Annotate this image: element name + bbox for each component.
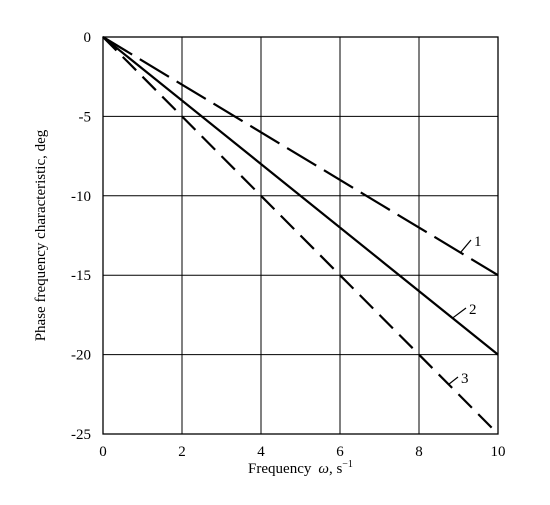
series-line-3	[102, 36, 499, 435]
series-labels: 1 2 3	[448, 234, 482, 387]
plot-frame	[102, 36, 499, 435]
y-tick-label: -10	[71, 189, 91, 205]
y-tick-labels: 0 -5 -10 -15 -20 -25	[71, 30, 91, 443]
x-tick-label: 10	[491, 444, 506, 460]
y-tick-label: -15	[71, 268, 91, 284]
x-tick-label: 2	[178, 444, 186, 460]
x-axis-title: Frequency ω, s−1	[248, 459, 353, 477]
series-label-3: 3	[461, 371, 469, 387]
series-lines	[102, 36, 499, 435]
y-tick-label: -5	[79, 109, 92, 125]
series-line-2	[102, 36, 499, 356]
series-line-1	[102, 36, 499, 277]
series-label-leader	[448, 376, 459, 385]
x-tick-label: 6	[336, 444, 344, 460]
x-tick-label: 8	[415, 444, 423, 460]
y-tick-label: 0	[84, 30, 92, 46]
y-tick-label: -25	[71, 427, 91, 443]
series-label-2: 2	[469, 302, 477, 318]
y-axis-title: Phase frequency characteristic, deg	[33, 129, 49, 341]
y-tick-label: -20	[71, 348, 91, 364]
x-tick-labels: 0 2 4 6 8 10	[99, 444, 505, 460]
x-tick-label: 0	[99, 444, 107, 460]
series-label-1: 1	[474, 234, 482, 250]
series-label-leader	[460, 239, 472, 253]
series-label-leader	[452, 307, 467, 319]
x-tick-label: 4	[257, 444, 265, 460]
